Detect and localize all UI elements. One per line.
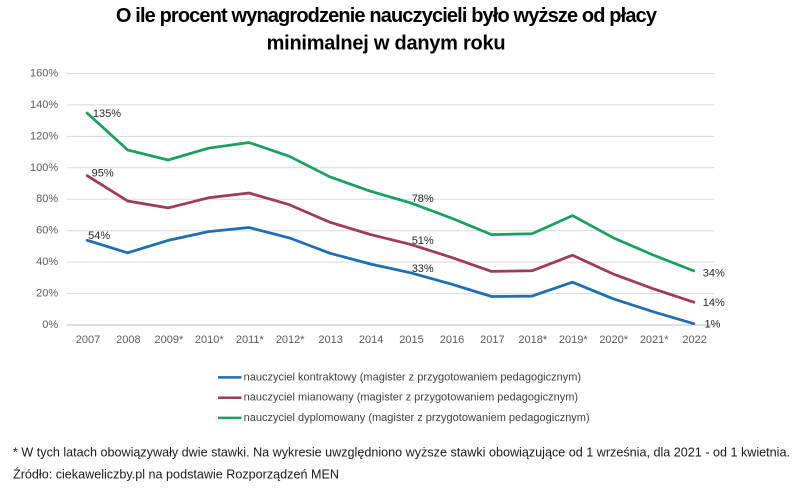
svg-text:minimalnej w danym roku: minimalnej w danym roku: [267, 32, 506, 54]
svg-text:60%: 60%: [36, 225, 58, 237]
svg-text:140%: 140%: [30, 99, 58, 111]
svg-text:135%: 135%: [93, 108, 121, 120]
svg-text:100%: 100%: [30, 162, 58, 174]
svg-text:2015: 2015: [399, 334, 423, 346]
svg-text:2014: 2014: [359, 334, 383, 346]
svg-text:2022: 2022: [682, 334, 706, 346]
svg-text:40%: 40%: [36, 256, 58, 268]
svg-text:160%: 160%: [30, 68, 58, 80]
svg-text:120%: 120%: [30, 130, 58, 142]
svg-text:54%: 54%: [88, 230, 110, 242]
svg-text:95%: 95%: [92, 168, 114, 180]
svg-text:2019*: 2019*: [559, 334, 588, 346]
svg-text:0%: 0%: [42, 319, 58, 331]
svg-text:2009*: 2009*: [155, 334, 184, 346]
svg-text:2007: 2007: [76, 334, 100, 346]
svg-text:2018*: 2018*: [518, 334, 547, 346]
svg-text:2012*: 2012*: [276, 334, 305, 346]
svg-text:80%: 80%: [36, 193, 58, 205]
svg-text:2016: 2016: [440, 334, 464, 346]
svg-text:78%: 78%: [412, 193, 434, 205]
svg-text:2020*: 2020*: [599, 334, 628, 346]
svg-text:nauczyciel kontraktowy (magist: nauczyciel kontraktowy (magister z przyg…: [244, 371, 581, 383]
svg-text:14%: 14%: [703, 297, 725, 309]
svg-text:1%: 1%: [705, 318, 721, 330]
svg-text:2017: 2017: [480, 334, 504, 346]
svg-text:O ile procent wynagrodzenie na: O ile procent wynagrodzenie nauczycieli …: [116, 5, 658, 27]
svg-text:33%: 33%: [412, 263, 434, 275]
svg-text:2011*: 2011*: [236, 334, 265, 346]
svg-text:nauczyciel mianowany (magister: nauczyciel mianowany (magister z przygot…: [244, 392, 578, 404]
svg-text:2010*: 2010*: [195, 334, 224, 346]
svg-text:Źródło: ciekaweliczby.pl na po: Źródło: ciekaweliczby.pl na podstawie Ro…: [13, 467, 339, 482]
svg-text:34%: 34%: [703, 268, 725, 280]
svg-text:2021*: 2021*: [640, 334, 669, 346]
svg-text:* W tych latach obowiązywały d: * W tych latach obowiązywały dwie stawki…: [13, 446, 790, 460]
svg-text:2008: 2008: [116, 334, 140, 346]
svg-text:51%: 51%: [412, 235, 434, 247]
svg-text:2013: 2013: [318, 334, 342, 346]
svg-text:nauczyciel dyplomowany (magist: nauczyciel dyplomowany (magister z przyg…: [244, 412, 590, 424]
svg-text:20%: 20%: [36, 288, 58, 300]
